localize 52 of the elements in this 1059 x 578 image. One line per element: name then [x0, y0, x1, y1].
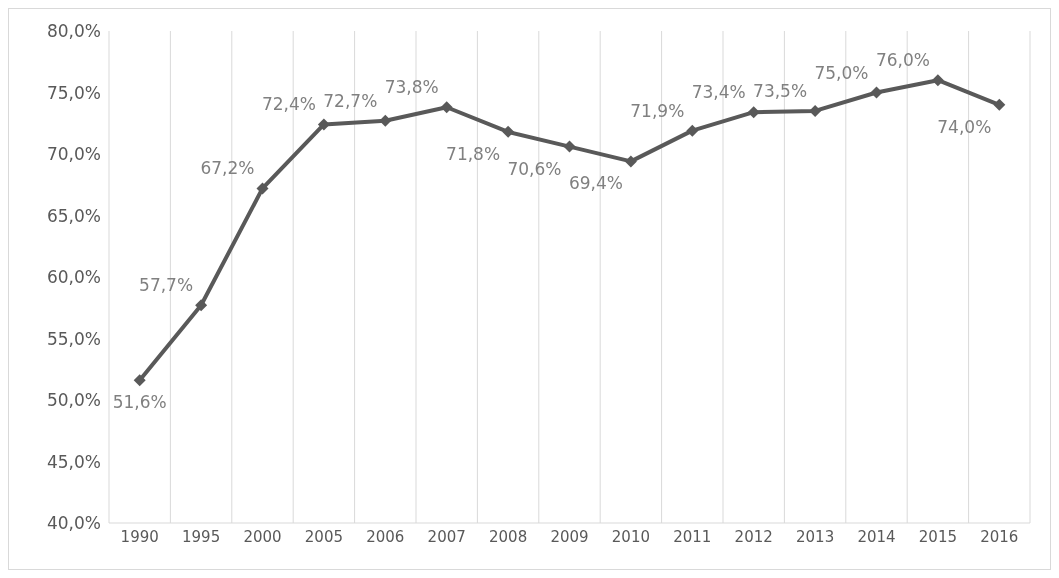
x-tick-label: 2012 [734, 527, 773, 546]
x-tick-label: 1990 [120, 527, 159, 546]
data-label: 74,0% [937, 116, 992, 137]
point [686, 124, 699, 137]
point [809, 104, 822, 117]
point [563, 140, 576, 153]
x-tick-label: 1995 [182, 527, 221, 546]
x-tick-label: 2013 [796, 527, 835, 546]
point [317, 118, 330, 131]
x-tick-label: 2015 [918, 527, 957, 546]
data-label: 73,4% [691, 82, 746, 103]
data-label: 69,4% [568, 173, 623, 194]
data-label: 71,9% [630, 100, 685, 121]
y-tick-label: 65,0% [46, 205, 101, 226]
point [133, 374, 146, 387]
x-tick-label: 2011 [673, 527, 712, 546]
x-tick-label: 2005 [304, 527, 343, 546]
data-label: 73,8% [384, 77, 439, 98]
x-tick-label: 2008 [489, 527, 528, 546]
point [624, 155, 637, 168]
x-tick-label: 2016 [980, 527, 1019, 546]
point [931, 74, 944, 87]
data-label: 57,7% [139, 275, 194, 296]
y-tick-label: 40,0% [46, 513, 101, 534]
data-label: 76,0% [875, 50, 930, 71]
x-tick-label: 2014 [857, 527, 896, 546]
data-label: 75,0% [814, 62, 869, 83]
x-tick-label: 2000 [243, 527, 282, 546]
data-label: 72,7% [323, 90, 378, 111]
point [870, 86, 883, 99]
data-label: 71,8% [446, 143, 501, 164]
y-tick-label: 45,0% [46, 451, 101, 472]
y-tick-label: 75,0% [46, 82, 101, 103]
data-label: 72,4% [261, 94, 316, 115]
x-tick-label: 2006 [366, 527, 405, 546]
point [502, 125, 515, 138]
data-label: 67,2% [200, 158, 255, 179]
x-tick-label: 2009 [550, 527, 589, 546]
point [195, 299, 208, 312]
data-label: 73,5% [753, 80, 808, 101]
x-tick-label: 2007 [427, 527, 466, 546]
point [993, 98, 1006, 111]
y-tick-label: 55,0% [46, 328, 101, 349]
data-label: 51,6% [112, 392, 167, 413]
data-label: 70,6% [507, 158, 562, 179]
y-tick-label: 50,0% [46, 390, 101, 411]
y-tick-label: 70,0% [46, 144, 101, 165]
y-tick-label: 60,0% [46, 267, 101, 288]
x-tick-label: 2010 [611, 527, 650, 546]
y-tick-label: 80,0% [46, 21, 101, 42]
point [256, 182, 269, 195]
point [440, 101, 453, 114]
